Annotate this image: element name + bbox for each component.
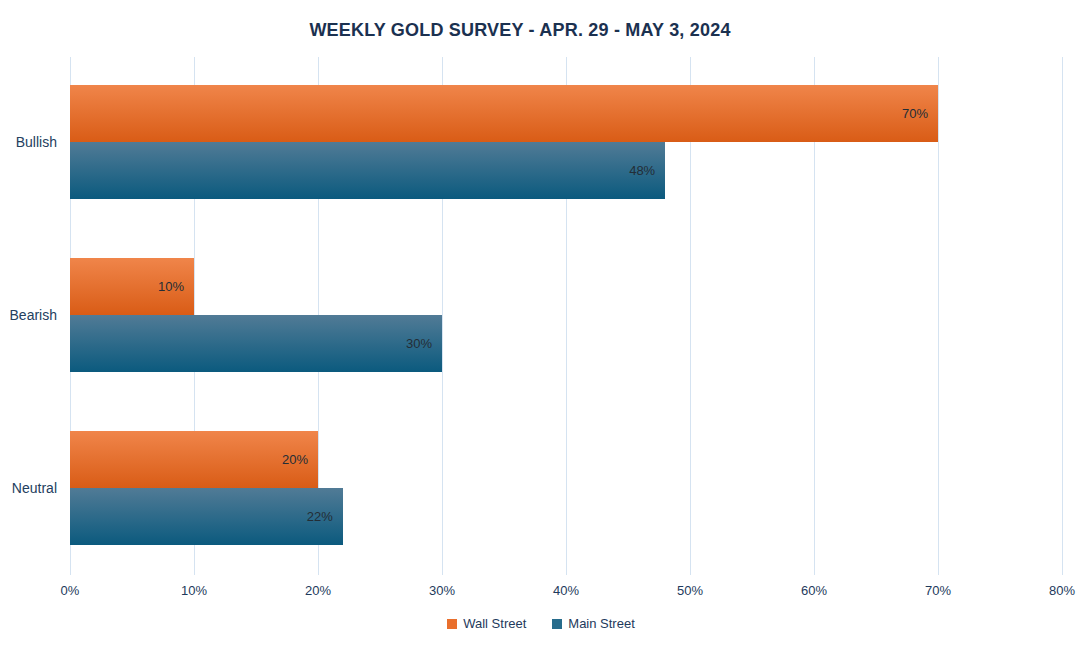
legend-item-main-street: Main Street bbox=[552, 616, 634, 631]
legend-swatch-icon bbox=[552, 619, 562, 629]
legend-swatch-icon bbox=[447, 619, 457, 629]
main-street-bar: 22% bbox=[70, 488, 343, 545]
chart-title: WEEKLY GOLD SURVEY - APR. 29 - MAY 3, 20… bbox=[0, 20, 1040, 41]
bar-group-bearish: Bearish10%30% bbox=[70, 258, 1062, 372]
legend: Wall Street Main Street bbox=[0, 616, 1082, 631]
x-tick-label: 50% bbox=[660, 583, 720, 598]
bar-value-label: 48% bbox=[629, 163, 655, 178]
category-label: Neutral bbox=[0, 431, 57, 545]
gridline bbox=[1062, 57, 1063, 575]
x-tick-label: 0% bbox=[40, 583, 100, 598]
x-tick-label: 20% bbox=[288, 583, 348, 598]
bar-value-label: 20% bbox=[282, 452, 308, 467]
x-tick-label: 40% bbox=[536, 583, 596, 598]
weekly-gold-survey-chart: WEEKLY GOLD SURVEY - APR. 29 - MAY 3, 20… bbox=[0, 0, 1082, 645]
wall-street-bar: 10% bbox=[70, 258, 194, 315]
category-label: Bearish bbox=[0, 258, 57, 372]
category-label: Bullish bbox=[0, 85, 57, 199]
bar-value-label: 70% bbox=[902, 106, 928, 121]
bar-group-neutral: Neutral20%22% bbox=[70, 431, 1062, 545]
bar-value-label: 30% bbox=[406, 336, 432, 351]
bar-value-label: 10% bbox=[158, 279, 184, 294]
x-tick-label: 10% bbox=[164, 583, 224, 598]
x-axis: 0%10%20%30%40%50%60%70%80% bbox=[70, 583, 1062, 599]
legend-item-wall-street: Wall Street bbox=[447, 616, 526, 631]
main-street-bar: 48% bbox=[70, 142, 665, 199]
legend-label: Wall Street bbox=[463, 616, 526, 631]
main-street-bar: 30% bbox=[70, 315, 442, 372]
x-tick-label: 60% bbox=[784, 583, 844, 598]
bar-group-bullish: Bullish70%48% bbox=[70, 85, 1062, 199]
wall-street-bar: 70% bbox=[70, 85, 938, 142]
bar-value-label: 22% bbox=[307, 509, 333, 524]
wall-street-bar: 20% bbox=[70, 431, 318, 488]
x-tick-label: 80% bbox=[1032, 583, 1082, 598]
legend-label: Main Street bbox=[568, 616, 634, 631]
plot-area: Bullish70%48%Bearish10%30%Neutral20%22% bbox=[70, 57, 1062, 575]
x-tick-label: 70% bbox=[908, 583, 968, 598]
x-tick-label: 30% bbox=[412, 583, 472, 598]
